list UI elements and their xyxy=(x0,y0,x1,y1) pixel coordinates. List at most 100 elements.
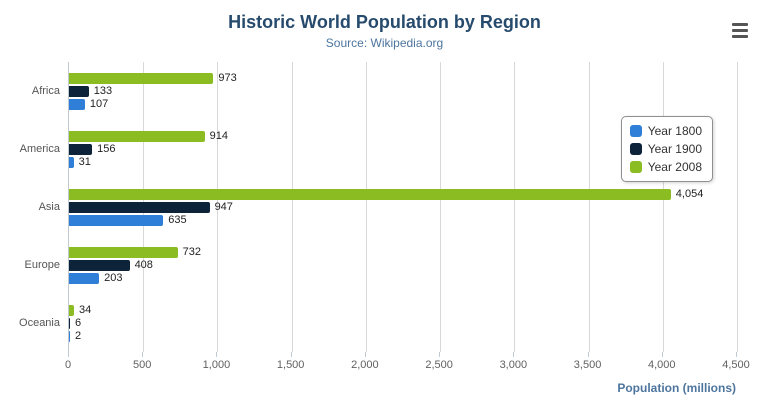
bar-africa-year-2008[interactable] xyxy=(69,72,214,84)
data-label: 203 xyxy=(104,272,123,284)
x-tick-label: 2,500 xyxy=(425,359,453,371)
x-tick xyxy=(439,352,441,357)
data-label: 947 xyxy=(214,201,233,213)
bar-row: 4,054 xyxy=(69,188,737,200)
bar-america-year-1800[interactable] xyxy=(69,156,74,168)
x-tick xyxy=(290,352,292,357)
data-label: 914 xyxy=(209,130,229,142)
x-tick-label: 3,500 xyxy=(573,359,602,371)
hamburger-bar xyxy=(732,28,748,32)
bar-america-year-1900[interactable] xyxy=(69,143,93,155)
legend-symbol xyxy=(629,143,642,155)
data-label: 973 xyxy=(218,72,237,84)
category-label-oceania: Oceania xyxy=(19,317,60,329)
data-label: 732 xyxy=(182,246,202,258)
x-tick-label: 0 xyxy=(64,359,72,371)
x-tick xyxy=(68,352,69,357)
legend-label: Year 1800 xyxy=(647,124,702,138)
x-tick xyxy=(364,352,366,357)
bar-row: 947 xyxy=(69,201,737,213)
legend-item-year-2008[interactable]: Year 2008 xyxy=(629,160,702,174)
x-tick xyxy=(661,352,663,357)
bar-europe-year-2008[interactable] xyxy=(69,246,178,258)
gridline xyxy=(588,62,590,352)
category-label-asia: Asia xyxy=(38,201,60,213)
legend-symbol xyxy=(629,161,642,173)
x-tick xyxy=(216,352,218,357)
category-label-america: America xyxy=(19,143,60,155)
data-label: 635 xyxy=(168,214,187,226)
data-label: 408 xyxy=(134,259,153,271)
category-group-oceania: 34 6 2 xyxy=(69,294,737,352)
category-group-america: 914 156 31 xyxy=(69,120,737,178)
bar-row: 635 xyxy=(69,214,737,226)
data-label: 31 xyxy=(78,156,91,168)
chart-title: Historic World Population by Region xyxy=(228,12,541,32)
gridline xyxy=(440,62,442,352)
bar-row: 107 xyxy=(69,98,737,110)
bar-america-year-2008[interactable] xyxy=(69,130,205,142)
x-tick xyxy=(736,352,737,357)
x-tick xyxy=(513,352,515,357)
data-label: 6 xyxy=(75,317,82,329)
bar-asia-year-1800[interactable] xyxy=(69,214,164,226)
legend: Year 1800 Year 1900 Year 2008 xyxy=(620,116,713,182)
legend-label: Year 1900 xyxy=(647,142,702,156)
chart-subtitle: Source: Wikipedia.org xyxy=(325,36,444,50)
category-label-europe: Europe xyxy=(24,259,60,271)
bar-africa-year-1800[interactable] xyxy=(69,98,85,110)
hamburger-icon[interactable] xyxy=(729,20,751,40)
x-tick-label: 3,000 xyxy=(499,359,528,371)
data-label: 4,054 xyxy=(675,188,704,200)
data-label: 2 xyxy=(75,330,82,342)
x-tick-label: 500 xyxy=(133,359,152,371)
bar-africa-year-1900[interactable] xyxy=(69,85,89,97)
legend-label: Year 2008 xyxy=(647,160,702,174)
bar-row: 914 xyxy=(69,130,737,142)
hamburger-bar xyxy=(732,22,748,26)
bar-row: 973 xyxy=(69,72,737,84)
gridline xyxy=(291,62,293,352)
category-group-asia: 4,054 947 635 xyxy=(69,178,737,236)
bar-oceania-year-1900[interactable] xyxy=(69,317,70,329)
x-tick-label: 4,000 xyxy=(648,359,676,371)
bar-oceania-year-2008[interactable] xyxy=(69,304,75,316)
bar-row: 156 xyxy=(69,143,737,155)
bar-europe-year-1900[interactable] xyxy=(69,259,130,271)
x-tick-label: 1,000 xyxy=(202,359,231,371)
bar-oceania-year-1800[interactable] xyxy=(69,330,70,342)
data-label: 107 xyxy=(89,98,109,110)
x-axis-title: Population (millions) xyxy=(617,381,736,395)
x-tick xyxy=(587,352,589,357)
x-tick xyxy=(142,352,144,357)
bar-row: 34 xyxy=(69,304,737,316)
legend-item-year-1800[interactable]: Year 1800 xyxy=(629,124,702,138)
bar-asia-year-2008[interactable] xyxy=(69,188,671,200)
hamburger-bar xyxy=(732,34,748,38)
data-label: 133 xyxy=(93,85,113,97)
gridline xyxy=(217,62,219,352)
bar-row: 6 xyxy=(69,317,737,329)
legend-item-year-1900[interactable]: Year 1900 xyxy=(629,142,702,156)
bar-row: 2 xyxy=(69,330,737,342)
data-label: 156 xyxy=(97,143,116,155)
gridline xyxy=(514,62,516,352)
bar-row: 408 xyxy=(69,259,737,271)
x-tick-label: 1,500 xyxy=(276,359,305,371)
gridline xyxy=(662,62,664,352)
bar-row: 203 xyxy=(69,272,737,284)
x-tick-label: 2,000 xyxy=(351,359,379,371)
data-label: 34 xyxy=(79,304,92,316)
x-tick-label: 4,500 xyxy=(722,359,750,371)
gridline xyxy=(365,62,367,352)
legend-symbol xyxy=(629,125,642,137)
gridline xyxy=(737,62,738,352)
category-label-africa: Africa xyxy=(31,85,60,97)
category-group-africa: 973 133 107 xyxy=(69,62,737,120)
category-group-europe: 732 408 203 xyxy=(69,236,737,294)
bar-europe-year-1800[interactable] xyxy=(69,272,100,284)
bar-asia-year-1900[interactable] xyxy=(69,201,210,213)
plot-area: 973 133 107 914 156 31 4,054 947 635 732 408 203 34 6… xyxy=(68,62,738,352)
bar-row: 31 xyxy=(69,156,737,168)
